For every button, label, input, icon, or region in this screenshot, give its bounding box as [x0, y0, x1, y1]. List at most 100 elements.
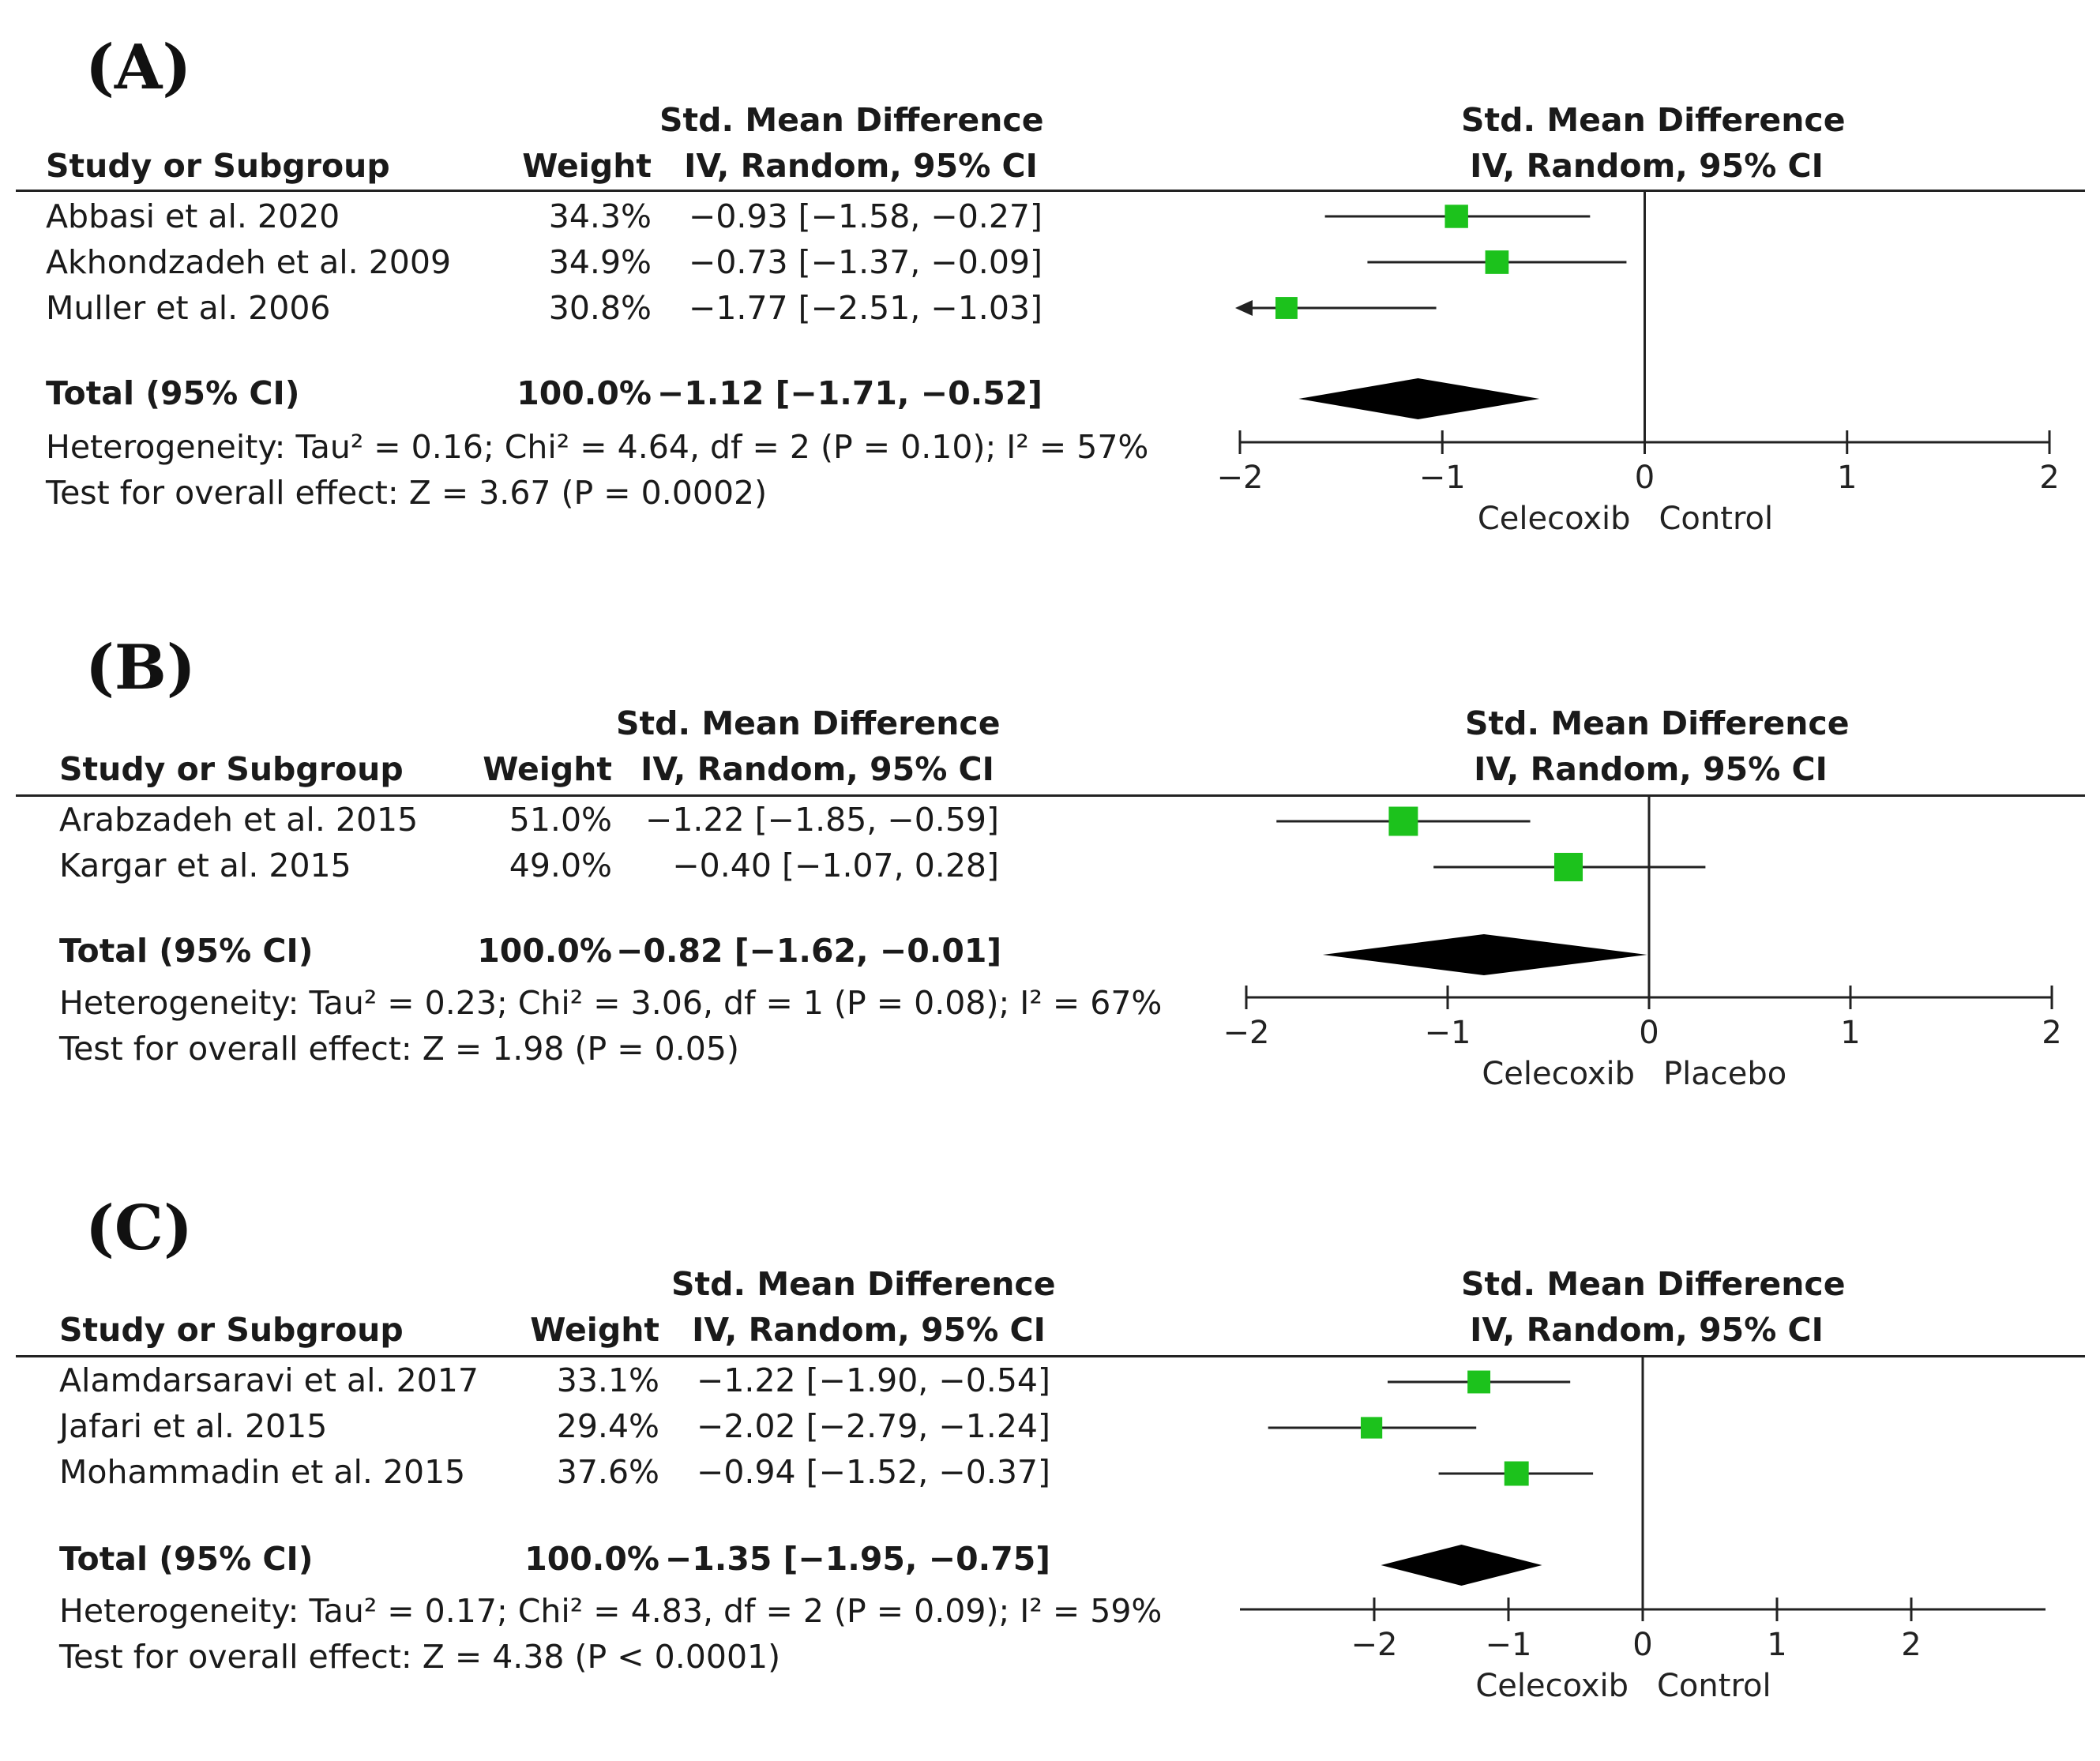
- plot-header-line1: Std. Mean Difference: [1465, 704, 1850, 742]
- favours-left-label: Celecoxib: [1475, 1668, 1629, 1704]
- x-tick-label: 2: [2042, 1015, 2061, 1051]
- total-weight: 100.0%: [517, 374, 652, 412]
- favours-left-label: Celecoxib: [1482, 1056, 1635, 1092]
- x-tick-label: −2: [1351, 1627, 1398, 1663]
- study-weight: 29.4%: [556, 1407, 659, 1445]
- x-tick-label: 0: [1639, 1015, 1659, 1051]
- plot-header-line1: Std. Mean Difference: [1461, 101, 1846, 139]
- study-ci: −1.22 [−1.90, −0.54]: [696, 1361, 1050, 1399]
- total-label: Total (95% CI): [46, 374, 300, 412]
- x-tick-label: −1: [1486, 1627, 1532, 1663]
- study-ci: −0.93 [−1.58, −0.27]: [688, 197, 1042, 235]
- study-ci: −2.02 [−2.79, −1.24]: [696, 1407, 1050, 1445]
- total-ci: −0.82 [−1.62, −0.01]: [616, 932, 1002, 970]
- effect-square: [1444, 205, 1468, 228]
- x-tick-label: −1: [1419, 460, 1466, 496]
- study-name: Alamdarsaravi et al. 2017: [59, 1361, 479, 1399]
- panel-a: (A) Std. Mean Difference Study or Subgro…: [0, 32, 2100, 600]
- heterogeneity-text: Heterogeneity: Tau² = 0.23; Chi² = 3.06,…: [59, 984, 1163, 1022]
- panel-c: (C) Std. Mean Difference Study or Subgro…: [0, 1192, 2100, 1761]
- effect-square: [1360, 1417, 1383, 1439]
- x-tick-label: −2: [1217, 460, 1264, 496]
- x-tick-label: 1: [1837, 460, 1857, 496]
- header-rule: [16, 794, 2085, 797]
- plot-header-line1: Std. Mean Difference: [1461, 1265, 1846, 1303]
- study-weight: 37.6%: [556, 1453, 659, 1491]
- effect-square: [1504, 1461, 1529, 1486]
- smd-header-line1: Std. Mean Difference: [671, 1265, 1056, 1303]
- total-ci: −1.35 [−1.95, −0.75]: [664, 1540, 1050, 1578]
- effect-square: [1388, 806, 1418, 836]
- study-name: Arabzadeh et al. 2015: [59, 801, 419, 839]
- effect-square: [1467, 1370, 1491, 1394]
- effect-square: [1553, 852, 1583, 882]
- study-weight: 51.0%: [509, 801, 612, 839]
- study-ci: −1.22 [−1.85, −0.59]: [644, 801, 999, 839]
- heterogeneity-text: Heterogeneity: Tau² = 0.16; Chi² = 4.64,…: [46, 428, 1149, 466]
- plot-header-line2: IV, Random, 95% CI: [1470, 147, 1824, 185]
- study-header: Study or Subgroup: [46, 147, 390, 185]
- x-tick-label: 0: [1632, 1627, 1652, 1663]
- favours-right-label: Control: [1657, 1668, 1771, 1704]
- total-weight: 100.0%: [477, 932, 612, 970]
- study-ci: −0.73 [−1.37, −0.09]: [688, 243, 1042, 281]
- study-header: Study or Subgroup: [59, 1311, 404, 1349]
- smd-header-line1: Std. Mean Difference: [616, 704, 1001, 742]
- study-name: Kargar et al. 2015: [59, 847, 351, 884]
- favours-right-label: Placebo: [1663, 1056, 1786, 1092]
- study-weight: 33.1%: [556, 1361, 659, 1399]
- panel-label: (B): [85, 632, 196, 704]
- effect-square: [1485, 250, 1509, 274]
- weight-header: Weight: [483, 750, 612, 788]
- x-tick-label: −1: [1425, 1015, 1471, 1051]
- effect-square: [1275, 297, 1298, 319]
- plot-header-line2: IV, Random, 95% CI: [1474, 750, 1828, 788]
- ci-arrow: [1235, 300, 1253, 316]
- panel-label: (A): [85, 32, 192, 103]
- study-weight: 34.3%: [548, 197, 652, 235]
- x-tick-label: −2: [1223, 1015, 1270, 1051]
- study-ci: −0.40 [−1.07, 0.28]: [672, 847, 999, 884]
- smd-header-line2: IV, Random, 95% CI: [692, 1311, 1046, 1349]
- study-ci: −1.77 [−2.51, −1.03]: [688, 289, 1042, 327]
- panel-label: (C): [85, 1192, 193, 1264]
- study-name: Muller et al. 2006: [46, 289, 331, 327]
- x-tick-label: 2: [2039, 460, 2059, 496]
- overall-effect-text: Test for overall effect: Z = 1.98 (P = 0…: [59, 1030, 739, 1068]
- study-weight: 30.8%: [548, 289, 652, 327]
- forest-plot: −2 −1 0 1 2 Celecoxib Control: [1217, 191, 2060, 537]
- total-diamond: [1298, 378, 1540, 419]
- header-rule: [16, 1355, 2085, 1357]
- total-label: Total (95% CI): [59, 932, 314, 970]
- study-name: Akhondzadeh et al. 2009: [46, 243, 452, 281]
- study-name: Jafari et al. 2015: [59, 1407, 328, 1445]
- x-tick-label: 1: [1840, 1015, 1860, 1051]
- study-name: Abbasi et al. 2020: [46, 197, 340, 235]
- forest-plot: −2 −1 0 1 2 Celecoxib Control: [1240, 1357, 2046, 1704]
- smd-header-line2: IV, Random, 95% CI: [684, 147, 1038, 185]
- plot-header-line2: IV, Random, 95% CI: [1470, 1311, 1824, 1349]
- favours-left-label: Celecoxib: [1478, 501, 1631, 537]
- overall-effect-text: Test for overall effect: Z = 3.67 (P = 0…: [46, 474, 768, 512]
- weight-header: Weight: [522, 147, 652, 185]
- x-tick-label: 2: [1901, 1627, 1921, 1663]
- study-header: Study or Subgroup: [59, 750, 404, 788]
- x-tick-label: 0: [1635, 460, 1655, 496]
- overall-effect-text: Test for overall effect: Z = 4.38 (P < 0…: [59, 1638, 781, 1676]
- favours-right-label: Control: [1659, 501, 1774, 537]
- forest-plot: −2 −1 0 1 2 Celecoxib Placebo: [1223, 796, 2062, 1092]
- x-tick-label: 1: [1767, 1627, 1786, 1663]
- study-weight: 34.9%: [548, 243, 652, 281]
- study-ci: −0.94 [−1.52, −0.37]: [696, 1453, 1050, 1491]
- total-ci: −1.12 [−1.71, −0.52]: [656, 374, 1042, 412]
- study-weight: 49.0%: [509, 847, 612, 884]
- smd-header-line1: Std. Mean Difference: [659, 101, 1044, 139]
- total-diamond: [1381, 1545, 1542, 1586]
- total-weight: 100.0%: [524, 1540, 659, 1578]
- header-rule: [16, 190, 2085, 192]
- total-diamond: [1322, 934, 1647, 975]
- panel-b: (B) Std. Mean Difference Study or Subgro…: [0, 632, 2100, 1200]
- heterogeneity-text: Heterogeneity: Tau² = 0.17; Chi² = 4.83,…: [59, 1592, 1163, 1630]
- total-label: Total (95% CI): [59, 1540, 314, 1578]
- weight-header: Weight: [530, 1311, 659, 1349]
